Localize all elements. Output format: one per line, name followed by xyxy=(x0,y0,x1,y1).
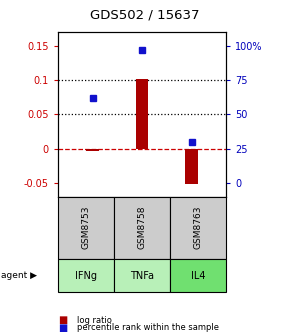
Text: TNFa: TNFa xyxy=(130,270,154,281)
Text: GSM8763: GSM8763 xyxy=(194,206,203,249)
Text: ■: ■ xyxy=(58,323,67,333)
Bar xyxy=(86,149,99,151)
Text: GSM8753: GSM8753 xyxy=(81,206,90,249)
Text: ■: ■ xyxy=(58,315,67,325)
Text: GDS502 / 15637: GDS502 / 15637 xyxy=(90,9,200,22)
Text: IFNg: IFNg xyxy=(75,270,97,281)
Bar xyxy=(185,149,198,184)
Bar xyxy=(136,79,148,149)
Text: GSM8758: GSM8758 xyxy=(137,206,147,249)
Text: agent ▶: agent ▶ xyxy=(1,271,37,280)
Text: IL4: IL4 xyxy=(191,270,205,281)
Text: log ratio: log ratio xyxy=(77,316,112,325)
Text: percentile rank within the sample: percentile rank within the sample xyxy=(77,323,219,332)
